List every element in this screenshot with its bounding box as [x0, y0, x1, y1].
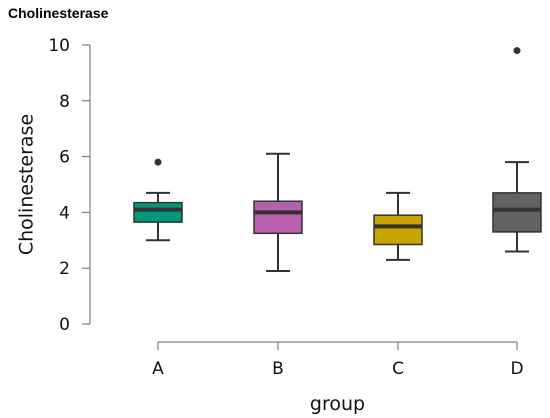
x-tick-label: C	[392, 359, 404, 379]
box-group-d	[492, 47, 542, 253]
box-group-c	[373, 191, 423, 261]
box-iqr	[133, 201, 183, 223]
box-iqr	[253, 200, 303, 235]
y-tick-label: 8	[59, 92, 70, 112]
box-iqr	[492, 192, 542, 233]
outlier-point	[513, 47, 521, 55]
box-iqr	[373, 214, 423, 246]
outlier-point	[154, 158, 162, 166]
x-tick-label: B	[272, 359, 284, 379]
chart-title: Cholinesterase	[8, 5, 109, 21]
x-tick-label: D	[510, 359, 523, 379]
y-ticks: 0 2 4 6 8 10	[48, 36, 90, 335]
y-tick-label: 4	[59, 203, 70, 223]
box-group-a	[133, 158, 183, 242]
y-tick-label: 2	[59, 259, 70, 279]
x-axis-title: group	[310, 393, 365, 415]
x-axis: A B C D	[152, 341, 524, 379]
boxes	[133, 47, 542, 272]
y-tick-label: 0	[59, 315, 70, 335]
y-tick-label: 6	[59, 148, 70, 168]
y-tick-label: 10	[48, 36, 70, 56]
box-group-b	[253, 152, 303, 272]
y-axis-title: Cholinesterase	[16, 114, 38, 255]
x-tick-label: A	[152, 359, 164, 379]
x-ticks: A B C D	[152, 342, 524, 379]
y-axis: 0 2 4 6 8 10	[48, 36, 91, 335]
